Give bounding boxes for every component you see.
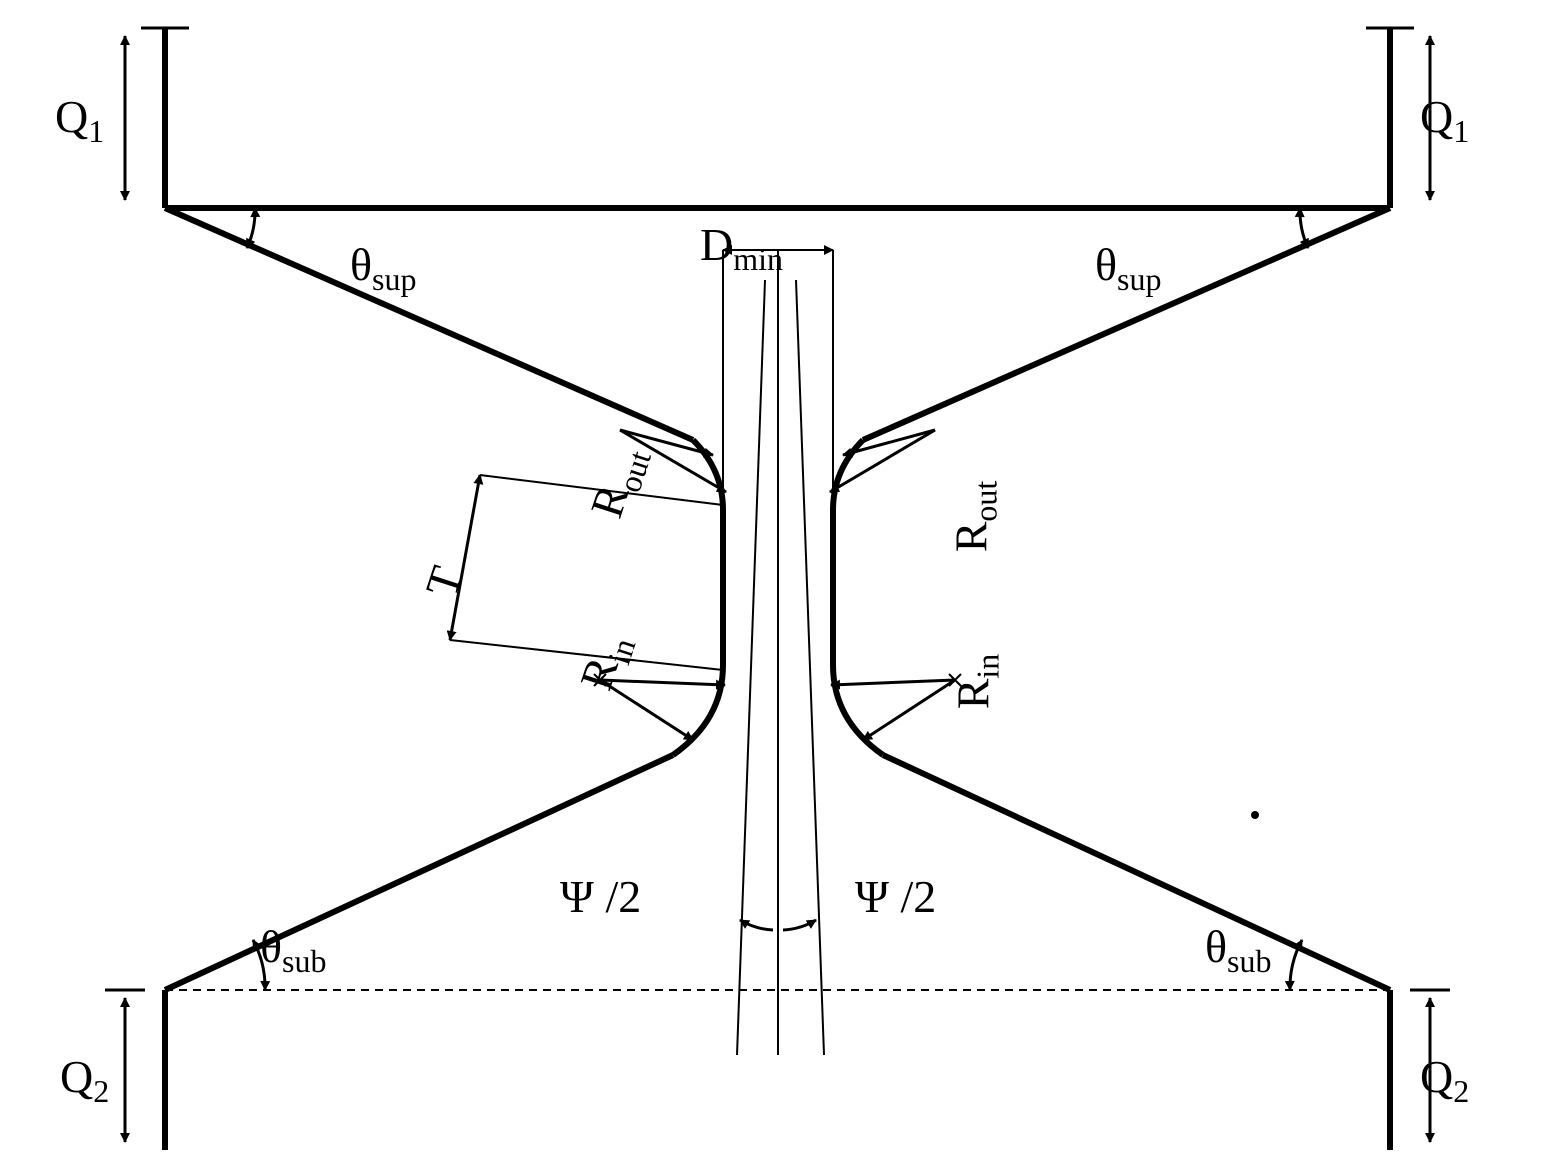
label-q1-right: Q1: [1420, 90, 1469, 143]
label-q2-left: Q2: [60, 1050, 109, 1103]
label-psi-right: Ψ /2: [855, 870, 936, 923]
diagram-stage: Q1Q1Q2Q2θsupθsupθsubθsubDminTRoutRoutRin…: [0, 0, 1557, 1157]
label-q1-left: Q1: [55, 90, 104, 143]
label-theta-sub-right: θsub: [1205, 920, 1272, 973]
label-q2-right: Q2: [1420, 1050, 1469, 1103]
label-rout-right: Rout: [944, 481, 997, 553]
label-theta-sup-right: θsup: [1095, 238, 1162, 291]
diagram-svg: [0, 0, 1557, 1157]
label-dmin: Dmin: [700, 218, 783, 271]
label-theta-sup-left: θsup: [350, 238, 417, 291]
label-theta-sub-left: θsub: [260, 920, 327, 973]
label-rin-right: Rin: [946, 654, 999, 710]
label-psi-left: Ψ /2: [560, 870, 641, 923]
